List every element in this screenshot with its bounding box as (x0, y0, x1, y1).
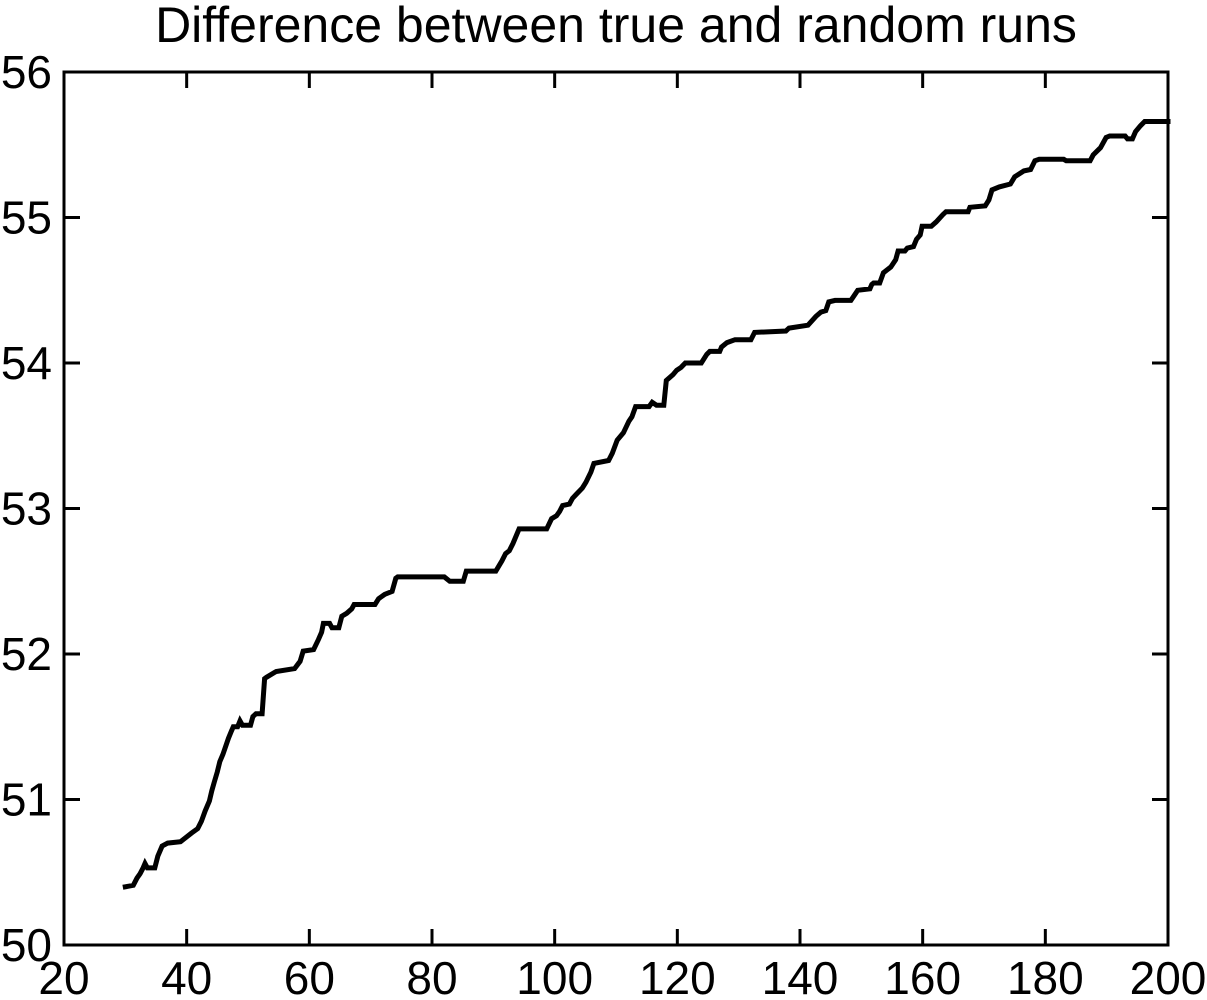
y-tick-label: 51 (1, 774, 52, 826)
x-tick-label: 140 (762, 952, 839, 1000)
x-tick-label: 40 (161, 952, 212, 1000)
axes-box (62, 70, 1170, 947)
x-tick-label: 20 (38, 952, 89, 1000)
x-tick-label: 200 (1130, 952, 1207, 1000)
chart-title: Difference between true and random runs (155, 0, 1077, 53)
y-tick-label: 55 (1, 192, 52, 244)
y-tick-label: 56 (1, 46, 52, 98)
plot-area: 20 40 60 80 100 120 140 160 180 200 50 51 52 53 54 55 56 (1, 46, 1207, 1000)
x-tick-label: 80 (406, 952, 457, 1000)
x-tick-label: 100 (516, 952, 593, 1000)
series-line (122, 119, 1171, 890)
y-tick-label: 53 (1, 483, 52, 535)
y-tick-label: 52 (1, 628, 52, 680)
x-tick-label: 160 (884, 952, 961, 1000)
x-tick-label: 60 (284, 952, 335, 1000)
x-tick-label: 120 (639, 952, 716, 1000)
y-tick-label: 50 (1, 919, 52, 971)
y-tick-label: 54 (1, 337, 52, 389)
x-tick-label: 180 (1007, 952, 1084, 1000)
